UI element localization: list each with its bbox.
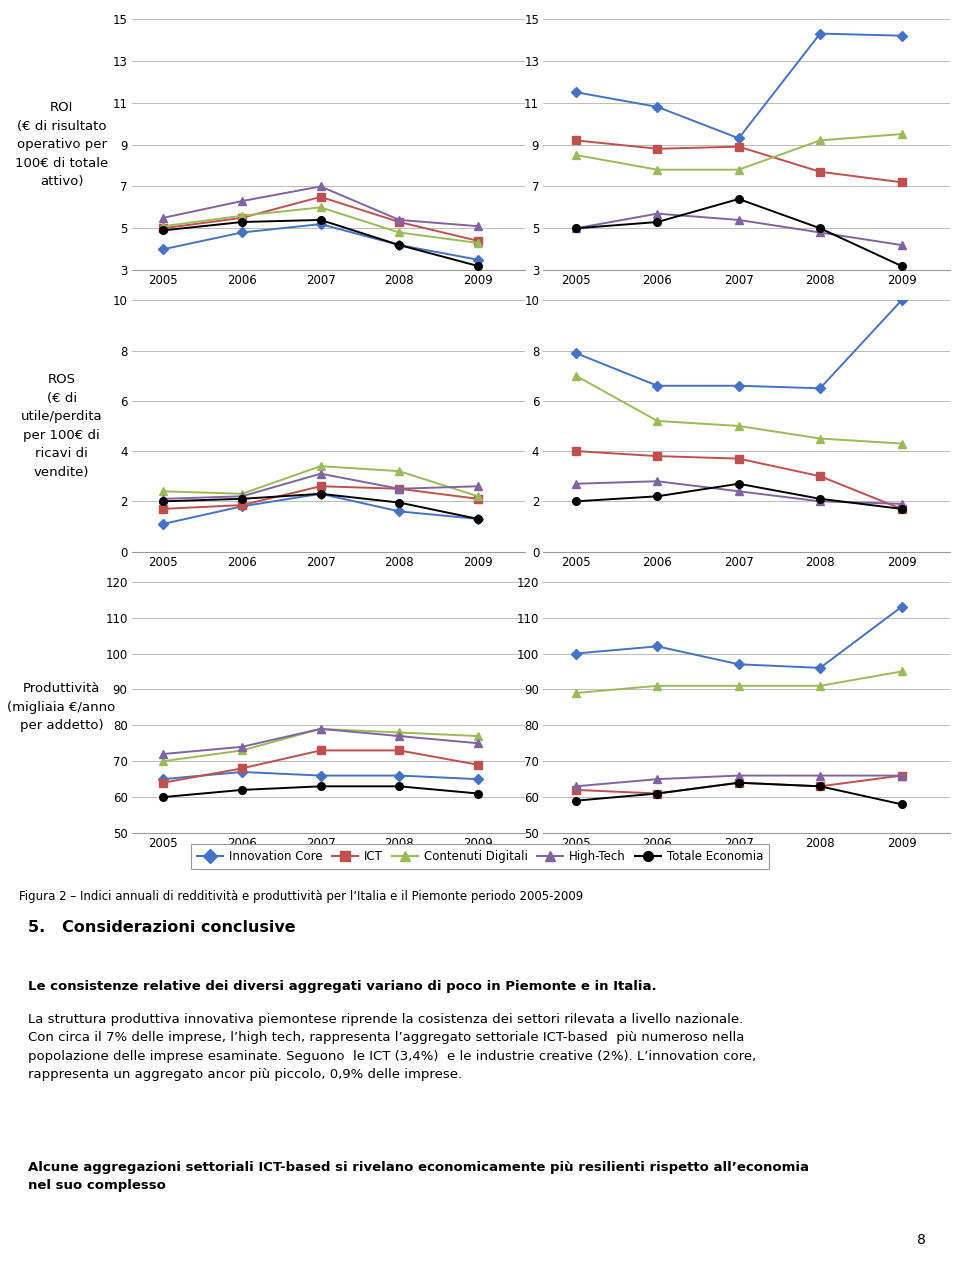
Text: 5.   Considerazioni conclusive: 5. Considerazioni conclusive xyxy=(29,920,296,935)
Text: Le consistenze relative dei diversi aggregati variano di poco in Piemonte e in I: Le consistenze relative dei diversi aggr… xyxy=(29,979,657,993)
Text: Produttività
(migliaia €/anno
per addetto): Produttività (migliaia €/anno per addett… xyxy=(8,683,116,732)
Text: ROI
(€ di risultato
operativo per
100€ di totale
attivo): ROI (€ di risultato operativo per 100€ d… xyxy=(15,101,108,188)
Text: Alcune aggregazioni settoriali ICT-based si rivelano economicamente più resilien: Alcune aggregazioni settoriali ICT-based… xyxy=(29,1161,809,1193)
Text: 8: 8 xyxy=(917,1233,926,1247)
Text: Figura 2 – Indici annuali di redditività e produttività per l’Italia e il Piemon: Figura 2 – Indici annuali di redditività… xyxy=(19,890,584,902)
Text: ROS
(€ di
utile/perdita
per 100€ di
ricavi di
vendite): ROS (€ di utile/perdita per 100€ di rica… xyxy=(21,374,103,478)
Text: La struttura produttiva innovativa piemontese riprende la cosistenza dei settori: La struttura produttiva innovativa piemo… xyxy=(29,1012,756,1082)
Legend: Innovation Core, ICT, Contenuti Digitali, High-Tech, Totale Economia: Innovation Core, ICT, Contenuti Digitali… xyxy=(191,844,769,868)
